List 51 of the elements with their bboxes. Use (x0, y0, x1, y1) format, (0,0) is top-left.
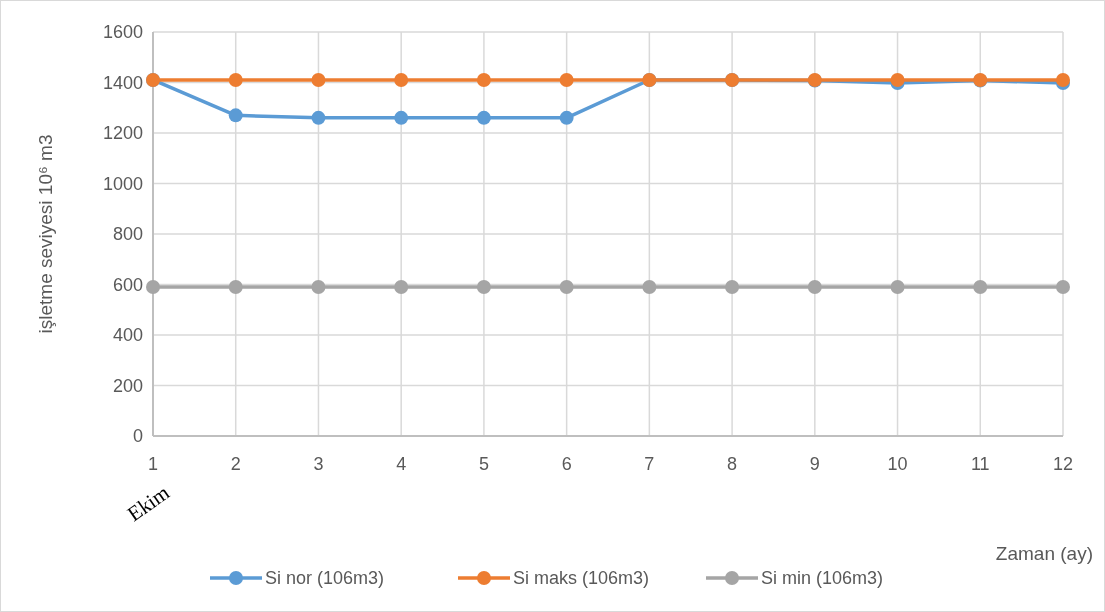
x-tick-label: 1 (147, 454, 159, 474)
point (311, 72, 326, 87)
x-tick-label: 3 (313, 454, 324, 474)
point (228, 108, 243, 123)
point (476, 280, 491, 295)
point (807, 280, 822, 295)
point (146, 280, 160, 295)
x-tick-label: 9 (809, 454, 820, 474)
y-tick-label: 800 (112, 224, 143, 245)
point (1056, 72, 1070, 87)
x-tick-label: 2 (230, 454, 241, 474)
point (394, 280, 409, 295)
y-tick-label: 1600 (102, 22, 143, 43)
point (476, 110, 491, 125)
x-tick-label: 12 (1052, 454, 1074, 474)
legend-label: Si maks (106m3) (513, 568, 650, 589)
point (1056, 280, 1070, 295)
y-tick-label: 1400 (102, 72, 143, 93)
y-tick-label: 200 (112, 375, 143, 396)
point (394, 72, 409, 87)
point (228, 280, 243, 295)
y-tick-label: 0 (132, 426, 143, 447)
x-tick-label: 8 (727, 454, 738, 474)
x-tick-label: 10 (887, 454, 908, 474)
point (642, 280, 657, 295)
text: Ekim (122, 480, 174, 527)
point (476, 72, 491, 87)
point (890, 280, 905, 295)
point (559, 110, 574, 125)
point (311, 110, 326, 125)
y-tick-label: 1200 (102, 123, 143, 144)
y-tick-label: 600 (112, 274, 143, 295)
y-tick-label: 400 (112, 325, 143, 346)
x-tick-label: 6 (561, 454, 572, 474)
point (725, 280, 740, 295)
x-tick-label: 11 (970, 454, 990, 474)
x-axis-title: Zaman (ay) (995, 543, 1093, 564)
point (228, 72, 243, 87)
point (394, 110, 409, 125)
y-tick-label: 1000 (102, 173, 143, 194)
legend-label: Si nor (106m3) (265, 568, 385, 589)
y-axis-title: işletme seviyesi 10⁶ m3 (35, 134, 56, 334)
point (559, 72, 574, 87)
point (311, 280, 326, 295)
point (973, 280, 988, 295)
x-tick-label: 7 (644, 454, 655, 474)
legend-label: Si min (106m3) (761, 568, 884, 589)
x-tick-label: 4 (396, 454, 407, 474)
x-tick-label: 5 (478, 454, 489, 474)
point (890, 72, 905, 87)
point (559, 280, 574, 295)
